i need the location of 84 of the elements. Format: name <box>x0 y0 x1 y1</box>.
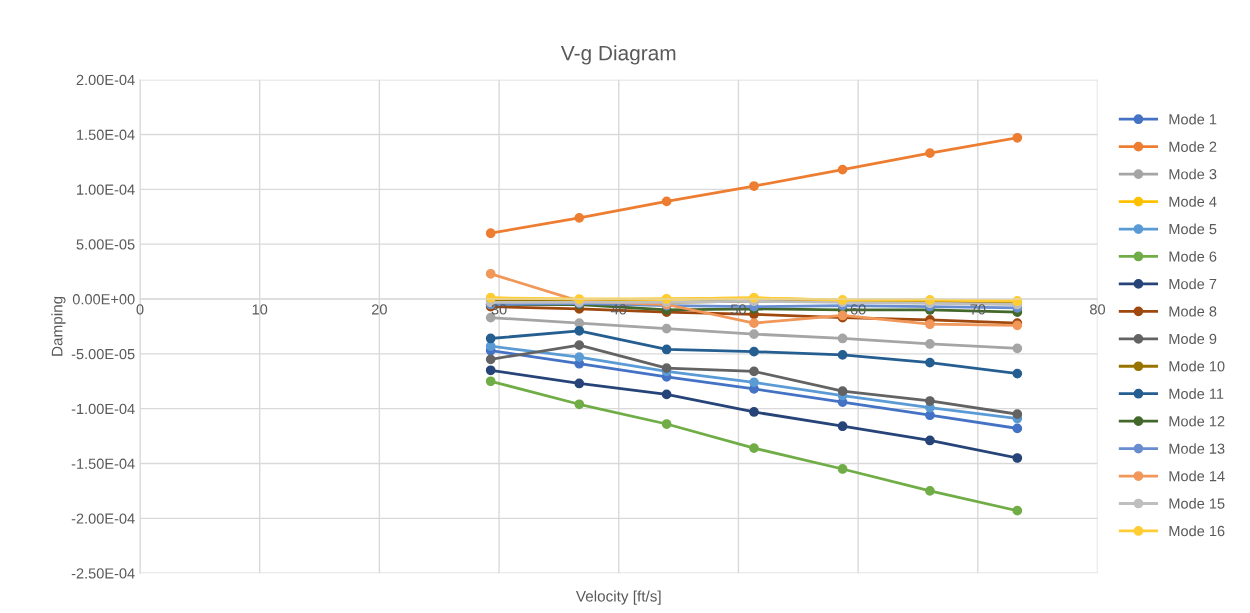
legend-label: Mode 10 <box>1169 360 1225 372</box>
legend-label: Mode 7 <box>1169 278 1217 290</box>
x-tick-label: 20 <box>372 304 387 315</box>
legend-label: Mode 6 <box>1169 251 1217 262</box>
legend-label: Mode 5 <box>1169 223 1217 235</box>
point <box>749 181 759 191</box>
point <box>661 363 672 373</box>
point <box>661 196 672 207</box>
point <box>661 323 672 334</box>
y-tick-label: -2.00E-04 <box>71 513 135 524</box>
legend-label: Mode 2 <box>1169 141 1217 152</box>
point <box>837 350 848 360</box>
y-tick-label: -2.50E-04 <box>71 568 135 579</box>
point <box>661 419 672 429</box>
point <box>574 399 585 410</box>
y-tick-label: 5.00E-05 <box>76 239 135 250</box>
point <box>925 357 935 368</box>
point <box>837 333 848 344</box>
point <box>485 354 496 365</box>
x-tick-label: 40 <box>610 304 627 315</box>
point <box>749 407 759 417</box>
point <box>1012 453 1023 463</box>
point <box>749 377 759 388</box>
point <box>485 376 496 387</box>
point <box>925 396 935 406</box>
chart-title: V-g Diagram <box>560 45 676 65</box>
y-tick-label: -1.50E-04 <box>71 458 135 469</box>
point <box>661 344 672 355</box>
legend-label: Mode 3 <box>1169 168 1217 180</box>
point <box>485 333 496 344</box>
x-tick-label: 70 <box>970 304 986 315</box>
point <box>1012 505 1023 516</box>
y-axis-title: Damping <box>51 296 66 356</box>
point <box>485 365 496 376</box>
y-tick-label: 1.50E-04 <box>77 129 135 140</box>
x-tick-label: 80 <box>1090 304 1106 315</box>
x-axis-title: Velocity [ft/s] <box>575 590 661 605</box>
legend-label: Mode 12 <box>1169 415 1225 427</box>
legend-label: Mode 1 <box>1169 113 1217 125</box>
point <box>837 464 848 474</box>
point <box>749 443 759 454</box>
point <box>574 378 585 389</box>
point <box>749 318 759 328</box>
point <box>1012 343 1023 354</box>
y-tick-label: 1.00E-04 <box>77 184 135 195</box>
point <box>837 421 848 432</box>
legend-label: Mode 14 <box>1169 470 1225 482</box>
legend-label: Mode 8 <box>1169 305 1217 317</box>
legend-label: Mode 13 <box>1169 443 1225 454</box>
legend-label: Mode 9 <box>1169 333 1217 345</box>
point <box>1012 423 1023 434</box>
point <box>661 389 672 400</box>
point <box>574 212 585 223</box>
legend-label: Mode 16 <box>1169 525 1225 537</box>
x-tick-label: 0 <box>136 304 144 315</box>
legend-label: Mode 11 <box>1169 388 1224 399</box>
point <box>1012 368 1023 379</box>
point <box>485 268 496 279</box>
point <box>574 352 585 362</box>
point <box>925 486 935 496</box>
point <box>837 386 848 396</box>
x-tick-label: 10 <box>252 304 268 315</box>
point <box>749 366 759 377</box>
point <box>925 339 935 349</box>
point <box>925 319 935 330</box>
point <box>925 148 935 159</box>
point <box>1012 409 1023 420</box>
point <box>925 435 935 446</box>
point <box>1012 132 1023 143</box>
point <box>925 410 935 421</box>
y-tick-label: -5.00E-05 <box>71 348 135 360</box>
point <box>749 329 759 339</box>
x-tick-label: 60 <box>850 304 866 315</box>
y-tick-label: -1.00E-04 <box>71 403 135 415</box>
legend-label: Mode 4 <box>1169 196 1217 207</box>
legend-label: Mode 15 <box>1169 498 1225 509</box>
point <box>749 346 759 357</box>
point <box>574 325 585 336</box>
y-tick-label: 0.00E+00 <box>72 294 135 305</box>
point <box>837 164 848 175</box>
x-tick-label: 50 <box>730 304 746 315</box>
y-tick-label: 2.00E-04 <box>76 74 135 86</box>
point <box>485 228 496 239</box>
point <box>574 340 585 350</box>
